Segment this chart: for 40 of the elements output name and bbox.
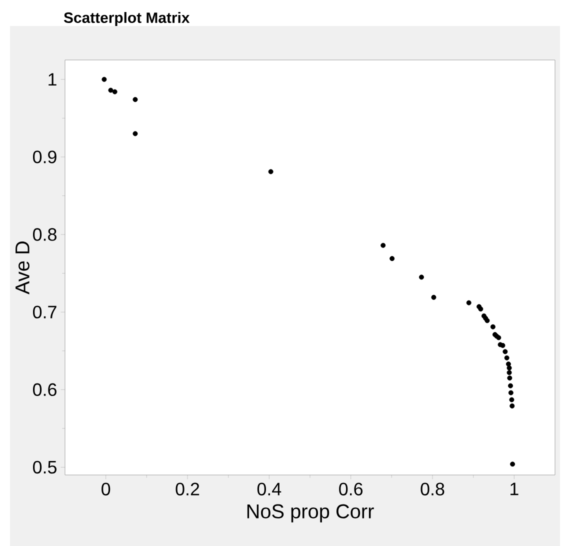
point [132, 131, 138, 136]
point [510, 462, 516, 467]
point [506, 370, 512, 376]
x-tick-label: 0 [102, 482, 110, 496]
y-axis-title: Ave D [16, 242, 30, 294]
point [490, 324, 496, 330]
x-tick-label: 1 [510, 482, 518, 496]
x-tick-label: 0.2 [176, 482, 200, 496]
x-tick-label: 0.8 [420, 482, 444, 496]
point [507, 376, 512, 381]
y-tick-label: 0.6 [33, 383, 56, 396]
point [102, 76, 107, 82]
x-tick-label: 0.6 [339, 482, 363, 496]
point [502, 349, 508, 354]
point [500, 342, 506, 348]
point [390, 256, 395, 262]
x-tick-label: 0.4 [257, 482, 282, 496]
point [112, 89, 118, 94]
point [380, 242, 386, 248]
y-tick-label: 0.8 [33, 228, 56, 241]
point [108, 88, 114, 93]
y-tick-label: 0.7 [33, 306, 56, 318]
point [506, 362, 511, 367]
point [506, 365, 512, 370]
point [466, 300, 472, 306]
point [268, 169, 274, 174]
point [418, 274, 424, 280]
point [510, 403, 515, 408]
y-tick-label: 1 [48, 73, 56, 86]
x-axis-title: NoS prop Corr [247, 504, 374, 522]
point [132, 97, 138, 102]
point [504, 355, 510, 360]
point [484, 318, 490, 324]
point [508, 383, 513, 388]
y-tick-label: 0.9 [33, 150, 56, 164]
y-tick-label: 0.5 [33, 460, 56, 474]
point [509, 397, 514, 402]
point [431, 294, 436, 300]
point [508, 390, 514, 396]
chart-title: Scatterplot Matrix [64, 12, 190, 26]
